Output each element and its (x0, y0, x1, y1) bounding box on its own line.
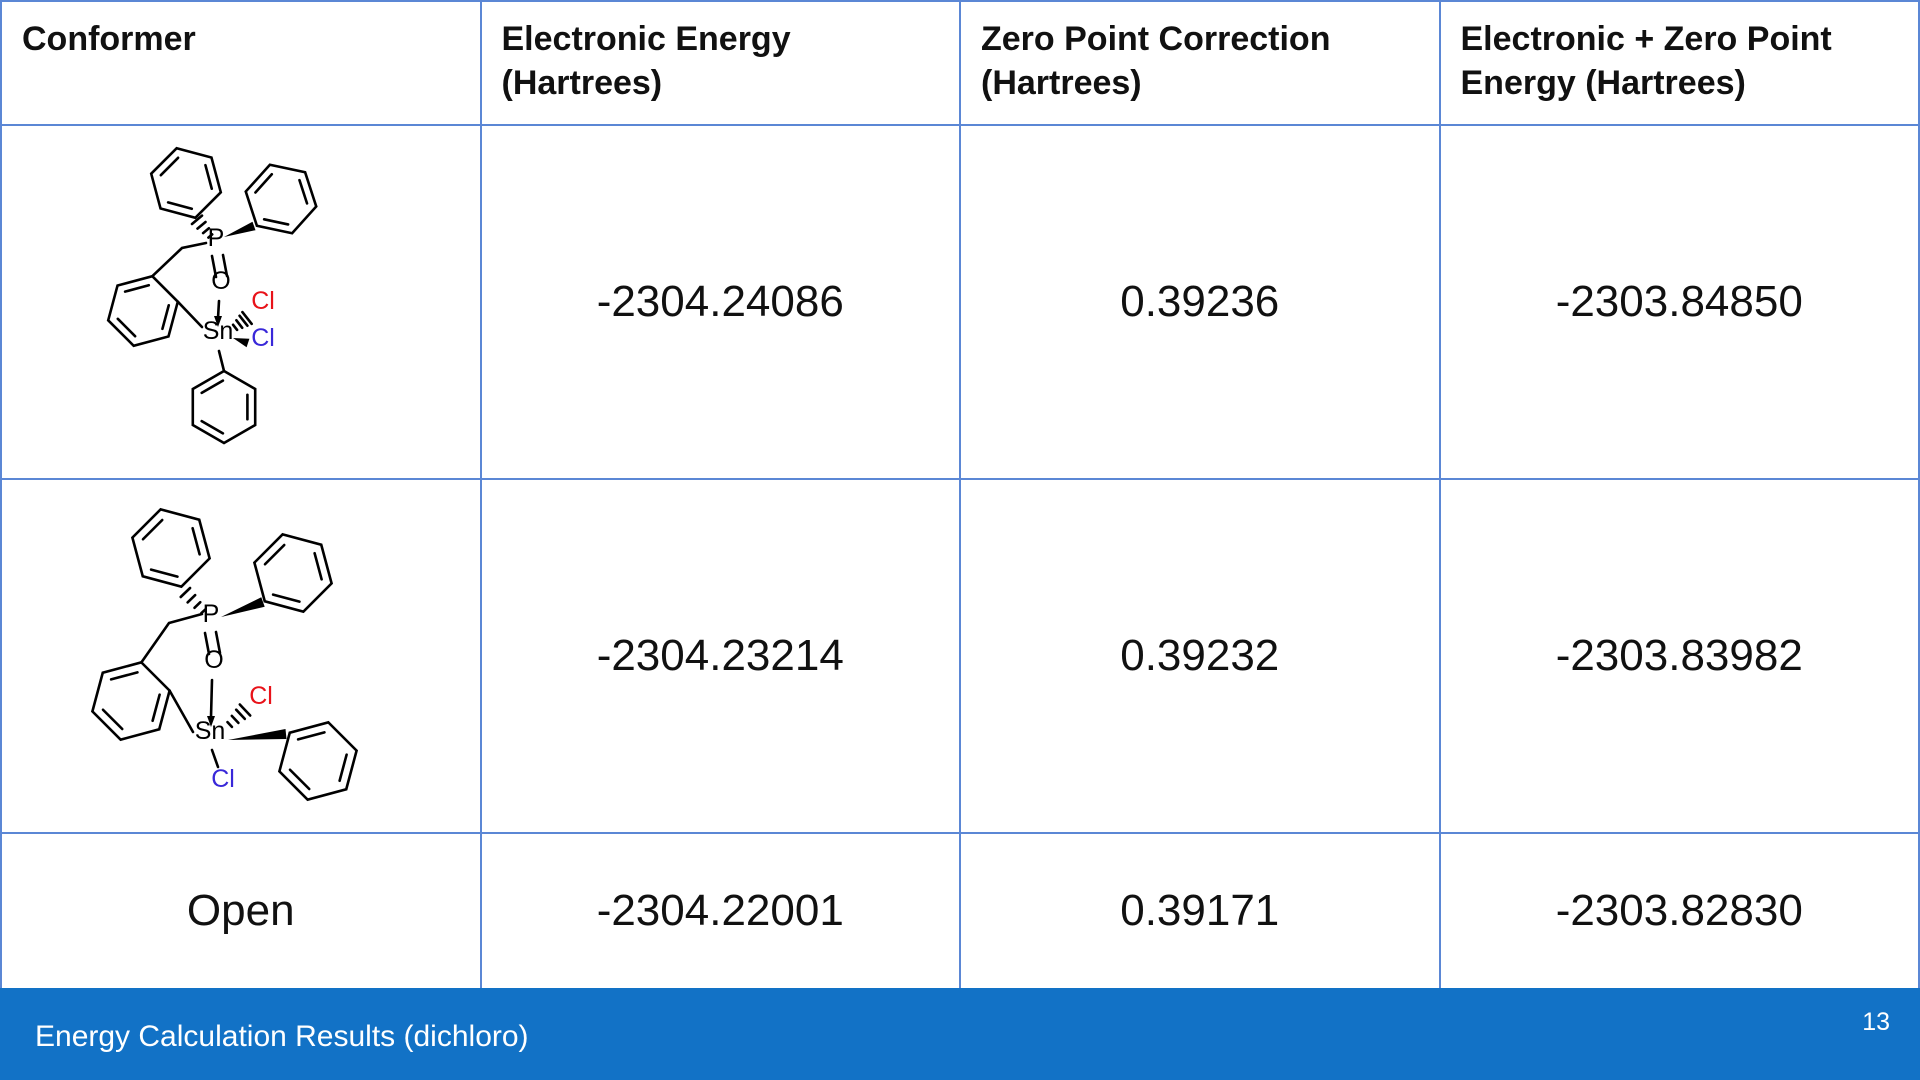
p-double-bond-o (203, 630, 222, 656)
phosphorus-label: P (202, 600, 219, 628)
slide-footer-bar: Energy Calculation Results (dichloro) 13 (0, 988, 1920, 1080)
oxygen-label: O (211, 267, 230, 295)
phenyl-ring (191, 369, 257, 445)
bold-wedge-bond (232, 338, 250, 348)
header-cell-zero-point-correction: Zero Point Correction (Hartrees) (959, 0, 1441, 126)
table-row: Open -2304.22001 0.39171 -2303.82830 (0, 832, 1920, 990)
header-cell-conformer: Conformer (0, 0, 482, 126)
molecule-diagram-conformer-1: P O Sn Cl Cl (101, 138, 323, 445)
bold-wedge-bond (227, 729, 287, 740)
cell-electronic-plus-zero-point: -2303.83982 (1438, 478, 1920, 834)
phenyl-ring (125, 499, 216, 597)
cell-electronic-plus-zero-point: -2303.82830 (1438, 832, 1920, 990)
tin-label: Sn (194, 717, 225, 745)
oxygen-label: O (204, 646, 223, 674)
header-cell-electronic-plus-zero-point: Electronic + Zero Point Energy (Hartrees… (1438, 0, 1920, 126)
phosphorus-label: P (207, 224, 224, 252)
cell-zero-point-correction: 0.39171 (959, 832, 1441, 990)
cell-zero-point-correction: 0.39236 (959, 124, 1441, 480)
page-number: 13 (1862, 1008, 1890, 1036)
table-header-row: Conformer Electronic Energy (Hartrees) Z… (0, 0, 1920, 126)
conformer-1-structure-cell: P O Sn Cl Cl (0, 124, 482, 480)
dative-bond-arrow (206, 678, 215, 727)
molecule-diagram-conformer-2: P O Sn Cl Cl (85, 499, 363, 810)
cell-electronic-plus-zero-point: -2303.84850 (1438, 124, 1920, 480)
cell-electronic-energy: -2304.23214 (479, 478, 961, 834)
sn-cl-bond (210, 748, 220, 769)
chlorine-blue-label: Cl (211, 765, 235, 793)
header-cell-electronic-energy: Electronic Energy (Hartrees) (479, 0, 961, 126)
slide-title: Energy Calculation Results (dichloro) (35, 1020, 529, 1053)
hashed-wedge-bond (179, 586, 207, 615)
conformer-2-structure-cell: P O Sn Cl Cl (0, 478, 482, 834)
bold-wedge-bond (223, 221, 256, 237)
chlorine-red-label: Cl (251, 287, 275, 315)
dative-bond-arrow (213, 299, 222, 327)
phenyl-ring (272, 712, 363, 810)
bold-wedge-bond (220, 597, 265, 617)
aryl-sn-bond (176, 300, 204, 329)
p-double-bond-o (210, 253, 229, 279)
sn-phenyl-bond (217, 349, 226, 373)
aryl-sn-bond (168, 689, 195, 734)
tin-label: Sn (202, 317, 233, 345)
ch2-linker-bond (150, 241, 208, 278)
hashed-wedge-bond (225, 703, 252, 729)
table-row: P O Sn Cl Cl -2304.24086 0.39236 -2303.8… (0, 124, 1920, 480)
benzylic-benzene-ring (85, 652, 176, 750)
chlorine-blue-label: Cl (251, 324, 275, 352)
cell-electronic-energy: -2304.24086 (479, 124, 961, 480)
ch2-linker-bond (139, 612, 204, 664)
hashed-wedge-bond (231, 310, 253, 332)
cell-conformer-open: Open (0, 832, 482, 990)
hashed-wedge-bond (190, 214, 214, 239)
benzylic-benzene-ring (101, 266, 184, 356)
cell-zero-point-correction: 0.39232 (959, 478, 1441, 834)
cell-electronic-energy: -2304.22001 (479, 832, 961, 990)
chlorine-red-label: Cl (249, 682, 273, 710)
energy-results-table: Conformer Electronic Energy (Hartrees) Z… (0, 0, 1920, 990)
table-row: P O Sn Cl Cl -2304.23214 0.39232 -2303.8… (0, 478, 1920, 834)
phenyl-ring (144, 138, 227, 228)
